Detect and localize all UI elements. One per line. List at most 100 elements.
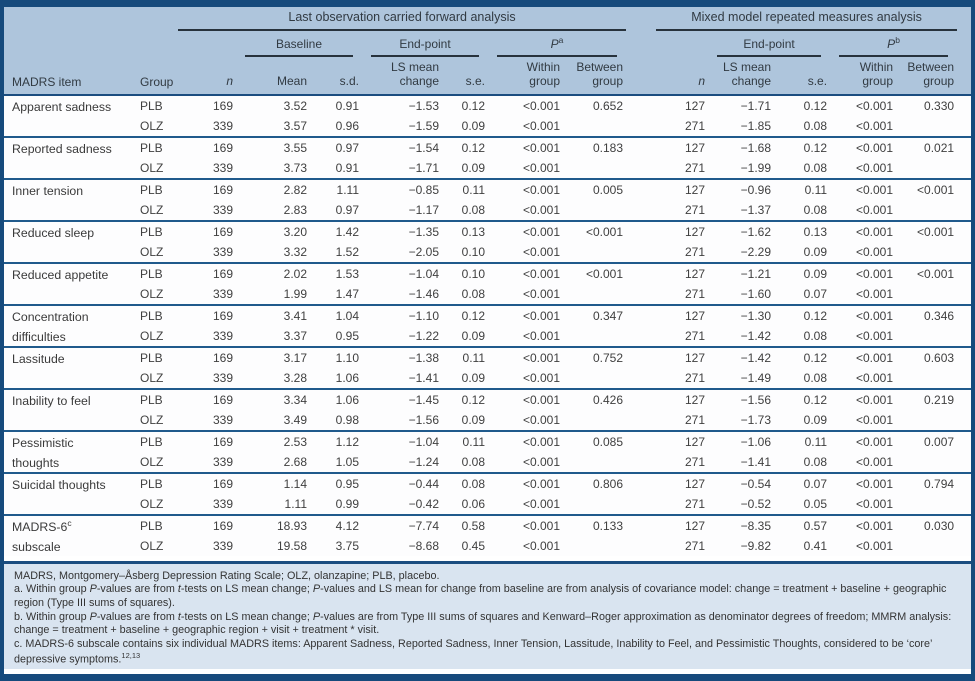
n-cell-mmrm: 271 [656,241,709,263]
n-cell-mmrm: 127 [656,513,709,536]
se-cell-mmrm: 0.12 [774,135,831,158]
col-header-ls-mean-change-mmrm: LS mean change [708,57,775,96]
n-cell-mmrm: 271 [656,367,709,389]
between-group-p-cell-mmrm [896,367,958,389]
n-cell-locf: 169 [178,94,236,116]
se-cell-locf: 0.11 [442,177,488,200]
n-cell-locf: 169 [178,471,236,494]
n-cell-mmrm: 127 [656,135,709,158]
baseline-sd-cell: 1.04 [310,303,362,326]
madrs-item-cell: Reduced appetite [4,261,128,284]
se-cell-mmrm: 0.41 [774,535,831,556]
se-cell-locf: 0.12 [442,303,488,326]
se-cell-mmrm: 0.08 [774,325,831,347]
group-cell: OLZ [128,241,178,263]
se-cell-locf: 0.08 [442,451,488,473]
ls-mean-change-cell-locf: −1.53 [362,94,442,116]
baseline-sd-cell: 1.05 [310,451,362,473]
footnote-b: b. Within group P-values are from t-test… [14,610,952,637]
se-cell-mmrm: 0.07 [774,283,831,305]
baseline-mean-cell: 3.37 [236,325,310,347]
n-cell-locf: 339 [178,493,236,515]
section-gap [626,219,657,242]
footnote-abbreviations: MADRS, Montgomery–Åsberg Depression Rati… [14,569,440,582]
baseline-sd-cell: 0.99 [310,493,362,515]
ls-mean-change-cell-mmrm: −1.21 [708,261,775,284]
section-gap [626,115,657,137]
blank-cell [957,387,971,410]
n-cell-mmrm: 127 [656,387,709,410]
section-gap [626,30,657,57]
blank-cell [4,7,178,30]
n-cell-locf: 339 [178,325,236,347]
col-header-mean: Mean [236,57,310,96]
ls-mean-change-cell-mmrm: −1.30 [708,303,775,326]
group-cell: PLB [128,177,178,200]
baseline-mean-cell: 1.14 [236,471,310,494]
ls-mean-change-cell-mmrm: −0.52 [708,493,775,515]
baseline-mean-cell: 2.68 [236,451,310,473]
n-cell-locf: 169 [178,513,236,536]
madrs-item-cell: Inability to feel [4,387,128,410]
between-group-p-cell-locf: 0.085 [563,429,627,452]
between-group-p-cell-locf [563,493,627,515]
madrs-item-label: Apparent sadness [12,99,112,114]
blank-cell [957,451,971,473]
se-cell-locf: 0.12 [442,94,488,116]
col-header-n-mmrm: n [656,57,709,96]
blank-cell [957,345,971,368]
ls-mean-change-cell-mmrm: −1.60 [708,283,775,305]
table-row: OLZ 339 3.49 0.98 −1.56 0.09 <0.001 271 … [4,409,971,431]
blank-cell [957,409,971,431]
within-group-p-cell-mmrm: <0.001 [830,199,897,221]
endpoint-subheader-locf: End-point [362,30,488,57]
n-cell-mmrm: 271 [656,409,709,431]
between-group-p-cell-locf [563,451,627,473]
table-row: OLZ 339 3.73 0.91 −1.71 0.09 <0.001 271 … [4,157,971,179]
section-gap [626,409,657,431]
se-cell-mmrm: 0.08 [774,367,831,389]
madrs-item-cell [4,283,128,305]
se-cell-mmrm: 0.11 [774,429,831,452]
baseline-sd-cell: 0.96 [310,115,362,137]
ls-mean-change-cell-locf: −1.54 [362,135,442,158]
madrs-item-cell: Lassitude [4,345,128,368]
n-cell-mmrm: 127 [656,471,709,494]
se-cell-locf: 0.13 [442,219,488,242]
between-group-p-cell-locf: 0.005 [563,177,627,200]
n-cell-mmrm: 127 [656,94,709,116]
table-row: Concentration PLB 169 3.41 1.04 −1.10 0.… [4,303,971,326]
ls-mean-change-cell-locf: −1.59 [362,115,442,137]
se-cell-mmrm: 0.08 [774,115,831,137]
blank-cell [656,30,709,57]
group-cell: PLB [128,429,178,452]
ls-mean-change-cell-mmrm: −1.06 [708,429,775,452]
within-group-p-cell-mmrm: <0.001 [830,493,897,515]
within-group-p-cell-mmrm: <0.001 [830,135,897,158]
subheader-row: Baseline End-point Pa End-point Pb [4,30,971,57]
within-group-p-cell-mmrm: <0.001 [830,451,897,473]
n-cell-mmrm: 271 [656,325,709,347]
baseline-sd-cell: 0.95 [310,471,362,494]
table-row: OLZ 339 3.57 0.96 −1.59 0.09 <0.001 271 … [4,115,971,137]
between-group-p-cell-locf: <0.001 [563,219,627,242]
n-cell-locf: 339 [178,241,236,263]
se-cell-locf: 0.06 [442,493,488,515]
section-header-row: Last observation carried forward analysi… [4,7,971,31]
col-header-group: Group [128,57,178,96]
n-cell-locf: 339 [178,283,236,305]
baseline-mean-cell: 2.53 [236,429,310,452]
endpoint-subheader-mmrm: End-point [708,30,831,57]
col-header-within-group-locf: Within group [488,57,563,96]
between-group-p-cell-mmrm [896,409,958,431]
ls-mean-change-cell-mmrm: −1.49 [708,367,775,389]
n-cell-locf: 339 [178,367,236,389]
between-group-p-cell-mmrm [896,157,958,179]
ls-mean-change-cell-mmrm: −1.62 [708,219,775,242]
within-group-p-cell-locf: <0.001 [488,283,563,305]
table-row: OLZ 339 2.83 0.97 −1.17 0.08 <0.001 271 … [4,199,971,221]
baseline-sd-cell: 0.98 [310,409,362,431]
n-cell-mmrm: 127 [656,261,709,284]
ls-mean-change-cell-locf: −1.10 [362,303,442,326]
